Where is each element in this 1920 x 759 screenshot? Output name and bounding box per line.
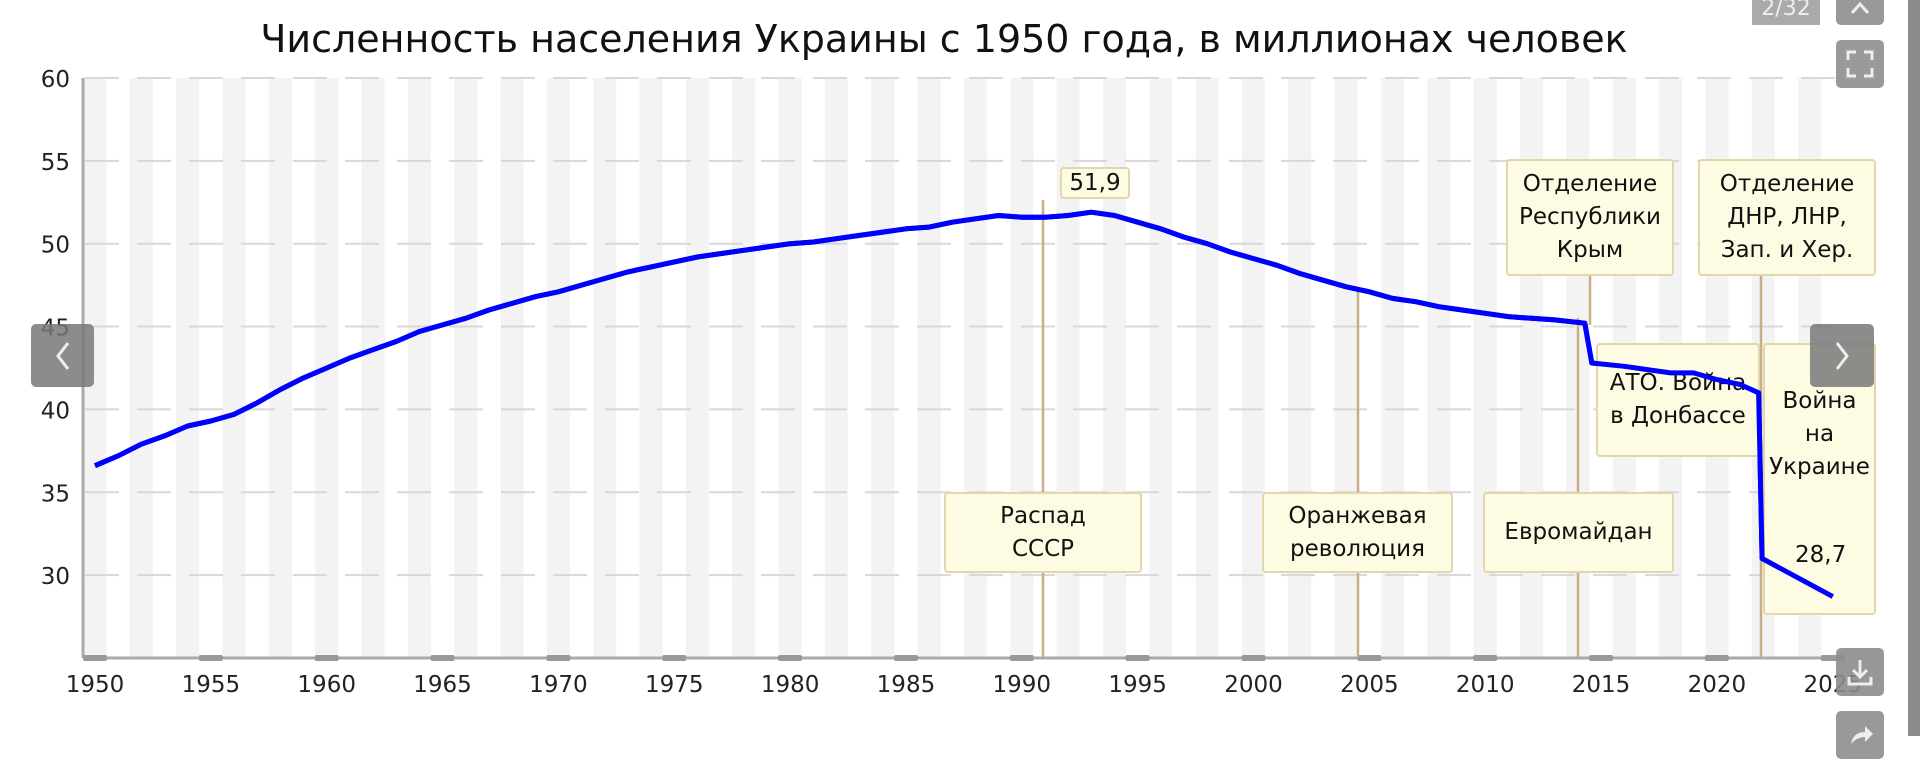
annotation-text: Распад	[1000, 502, 1086, 529]
x-tick-label: 1980	[761, 672, 820, 698]
annotation-text: Отделение	[1719, 171, 1855, 197]
annotation-text: Евромайдан	[1504, 519, 1653, 545]
annotation-text: АТО. Война	[1609, 370, 1747, 396]
year-stripe	[1149, 78, 1173, 658]
annotation-text: Отделение	[1522, 171, 1658, 197]
x-tick-label: 1950	[66, 672, 125, 698]
annotation-box: Отделение ДНР, ЛНР, Зап. и Хер.	[1698, 159, 1876, 276]
annotation-text: Оранжевая	[1288, 502, 1427, 529]
x-tick-mark	[662, 654, 687, 661]
annotation-text: Зап. и Хер.	[1720, 237, 1854, 263]
annotation-box: АТО. Война в Донбассе	[1596, 343, 1760, 457]
year-stripe	[871, 78, 895, 658]
x-tick-mark	[314, 654, 339, 661]
annotation-box: Распад СССР	[944, 492, 1142, 573]
x-tick-label: 1985	[877, 672, 936, 698]
y-tick-label: 40	[41, 398, 70, 424]
x-tick-label: 1975	[645, 672, 704, 698]
x-tick-label: 1990	[993, 672, 1052, 698]
slide-counter: 2/32	[1752, 0, 1820, 25]
x-tick-mark	[1241, 654, 1266, 661]
x-tick-mark	[198, 654, 223, 661]
annotation-text: Война	[1782, 388, 1857, 414]
fullscreen-button[interactable]	[1836, 40, 1884, 88]
scrollbar[interactable]	[1908, 0, 1920, 736]
annotation-box: Оранжевая революция	[1262, 492, 1453, 573]
annotation-text: на	[1804, 421, 1835, 447]
year-stripe	[500, 78, 524, 658]
chart-title: Численность населения Украины с 1950 год…	[260, 17, 1627, 61]
annotation-text: в Донбассе	[1610, 403, 1746, 429]
y-tick-label: 30	[41, 564, 70, 590]
year-stripe	[268, 78, 292, 658]
x-tick-mark	[83, 654, 107, 661]
year-stripe	[685, 78, 709, 658]
annotation-text: Крым	[1556, 237, 1624, 263]
x-tick-label: 1960	[297, 672, 356, 698]
year-stripe	[222, 78, 246, 658]
y-tick-label: 60	[41, 67, 70, 93]
x-tick-label: 2005	[1340, 672, 1399, 698]
close-button[interactable]	[1836, 0, 1884, 25]
end-value-label: 28,7	[1795, 542, 1847, 568]
close-icon	[1850, 1, 1870, 14]
x-tick-mark	[546, 654, 571, 661]
year-stripe	[361, 78, 385, 658]
year-stripe	[824, 78, 848, 658]
download-button[interactable]	[1836, 648, 1884, 696]
x-tick-mark	[430, 654, 455, 661]
fullscreen-icon	[1846, 50, 1874, 78]
year-stripe	[454, 78, 478, 658]
annotation-text: Республики	[1519, 204, 1661, 230]
x-tick-label: 2000	[1224, 672, 1283, 698]
year-stripe	[129, 78, 153, 658]
year-stripe	[732, 78, 756, 658]
x-tick-label: 2020	[1688, 672, 1747, 698]
year-stripe	[917, 78, 941, 658]
download-icon	[1847, 660, 1873, 686]
chevron-left-icon	[55, 341, 69, 370]
x-tick-mark	[1357, 654, 1382, 661]
chevron-right-icon	[1835, 341, 1849, 370]
x-tick-mark	[778, 654, 803, 661]
x-tick-mark	[893, 654, 918, 661]
x-tick-label: 1955	[182, 672, 241, 698]
annotation-text: СССР	[1011, 535, 1075, 562]
x-tick-mark	[1125, 654, 1150, 661]
annotation-box: Отделение Республики Крым	[1506, 159, 1674, 276]
x-tick-mark	[1704, 654, 1729, 661]
peak-value-label: 51,9	[1060, 167, 1130, 199]
x-tick-mark	[1473, 654, 1498, 661]
x-tick-label: 2015	[1572, 672, 1631, 698]
x-tick-label: 1970	[529, 672, 588, 698]
y-tick-label: 35	[41, 481, 70, 507]
year-stripe	[176, 78, 200, 658]
x-tick-mark	[1009, 654, 1034, 661]
next-slide-button[interactable]	[1810, 324, 1874, 387]
annotation-text: ДНР, ЛНР,	[1727, 204, 1847, 230]
year-stripe	[639, 78, 663, 658]
share-button[interactable]	[1836, 711, 1884, 759]
annotation-text: Украине	[1769, 454, 1870, 480]
share-icon	[1851, 726, 1873, 744]
y-tick-label: 50	[41, 233, 70, 259]
year-stripe	[1195, 78, 1219, 658]
annotation-text: революция	[1290, 535, 1425, 562]
x-tick-label: 1995	[1108, 672, 1167, 698]
year-stripe	[593, 78, 617, 658]
y-tick-label: 55	[41, 150, 70, 176]
year-stripe	[546, 78, 570, 658]
year-stripe	[407, 78, 431, 658]
x-tick-label: 2010	[1456, 672, 1515, 698]
annotation-box: Евромайдан	[1483, 492, 1674, 573]
prev-slide-button[interactable]	[31, 324, 94, 387]
x-tick-label: 1965	[413, 672, 472, 698]
x-tick-mark	[1589, 654, 1614, 661]
year-stripe	[778, 78, 802, 658]
